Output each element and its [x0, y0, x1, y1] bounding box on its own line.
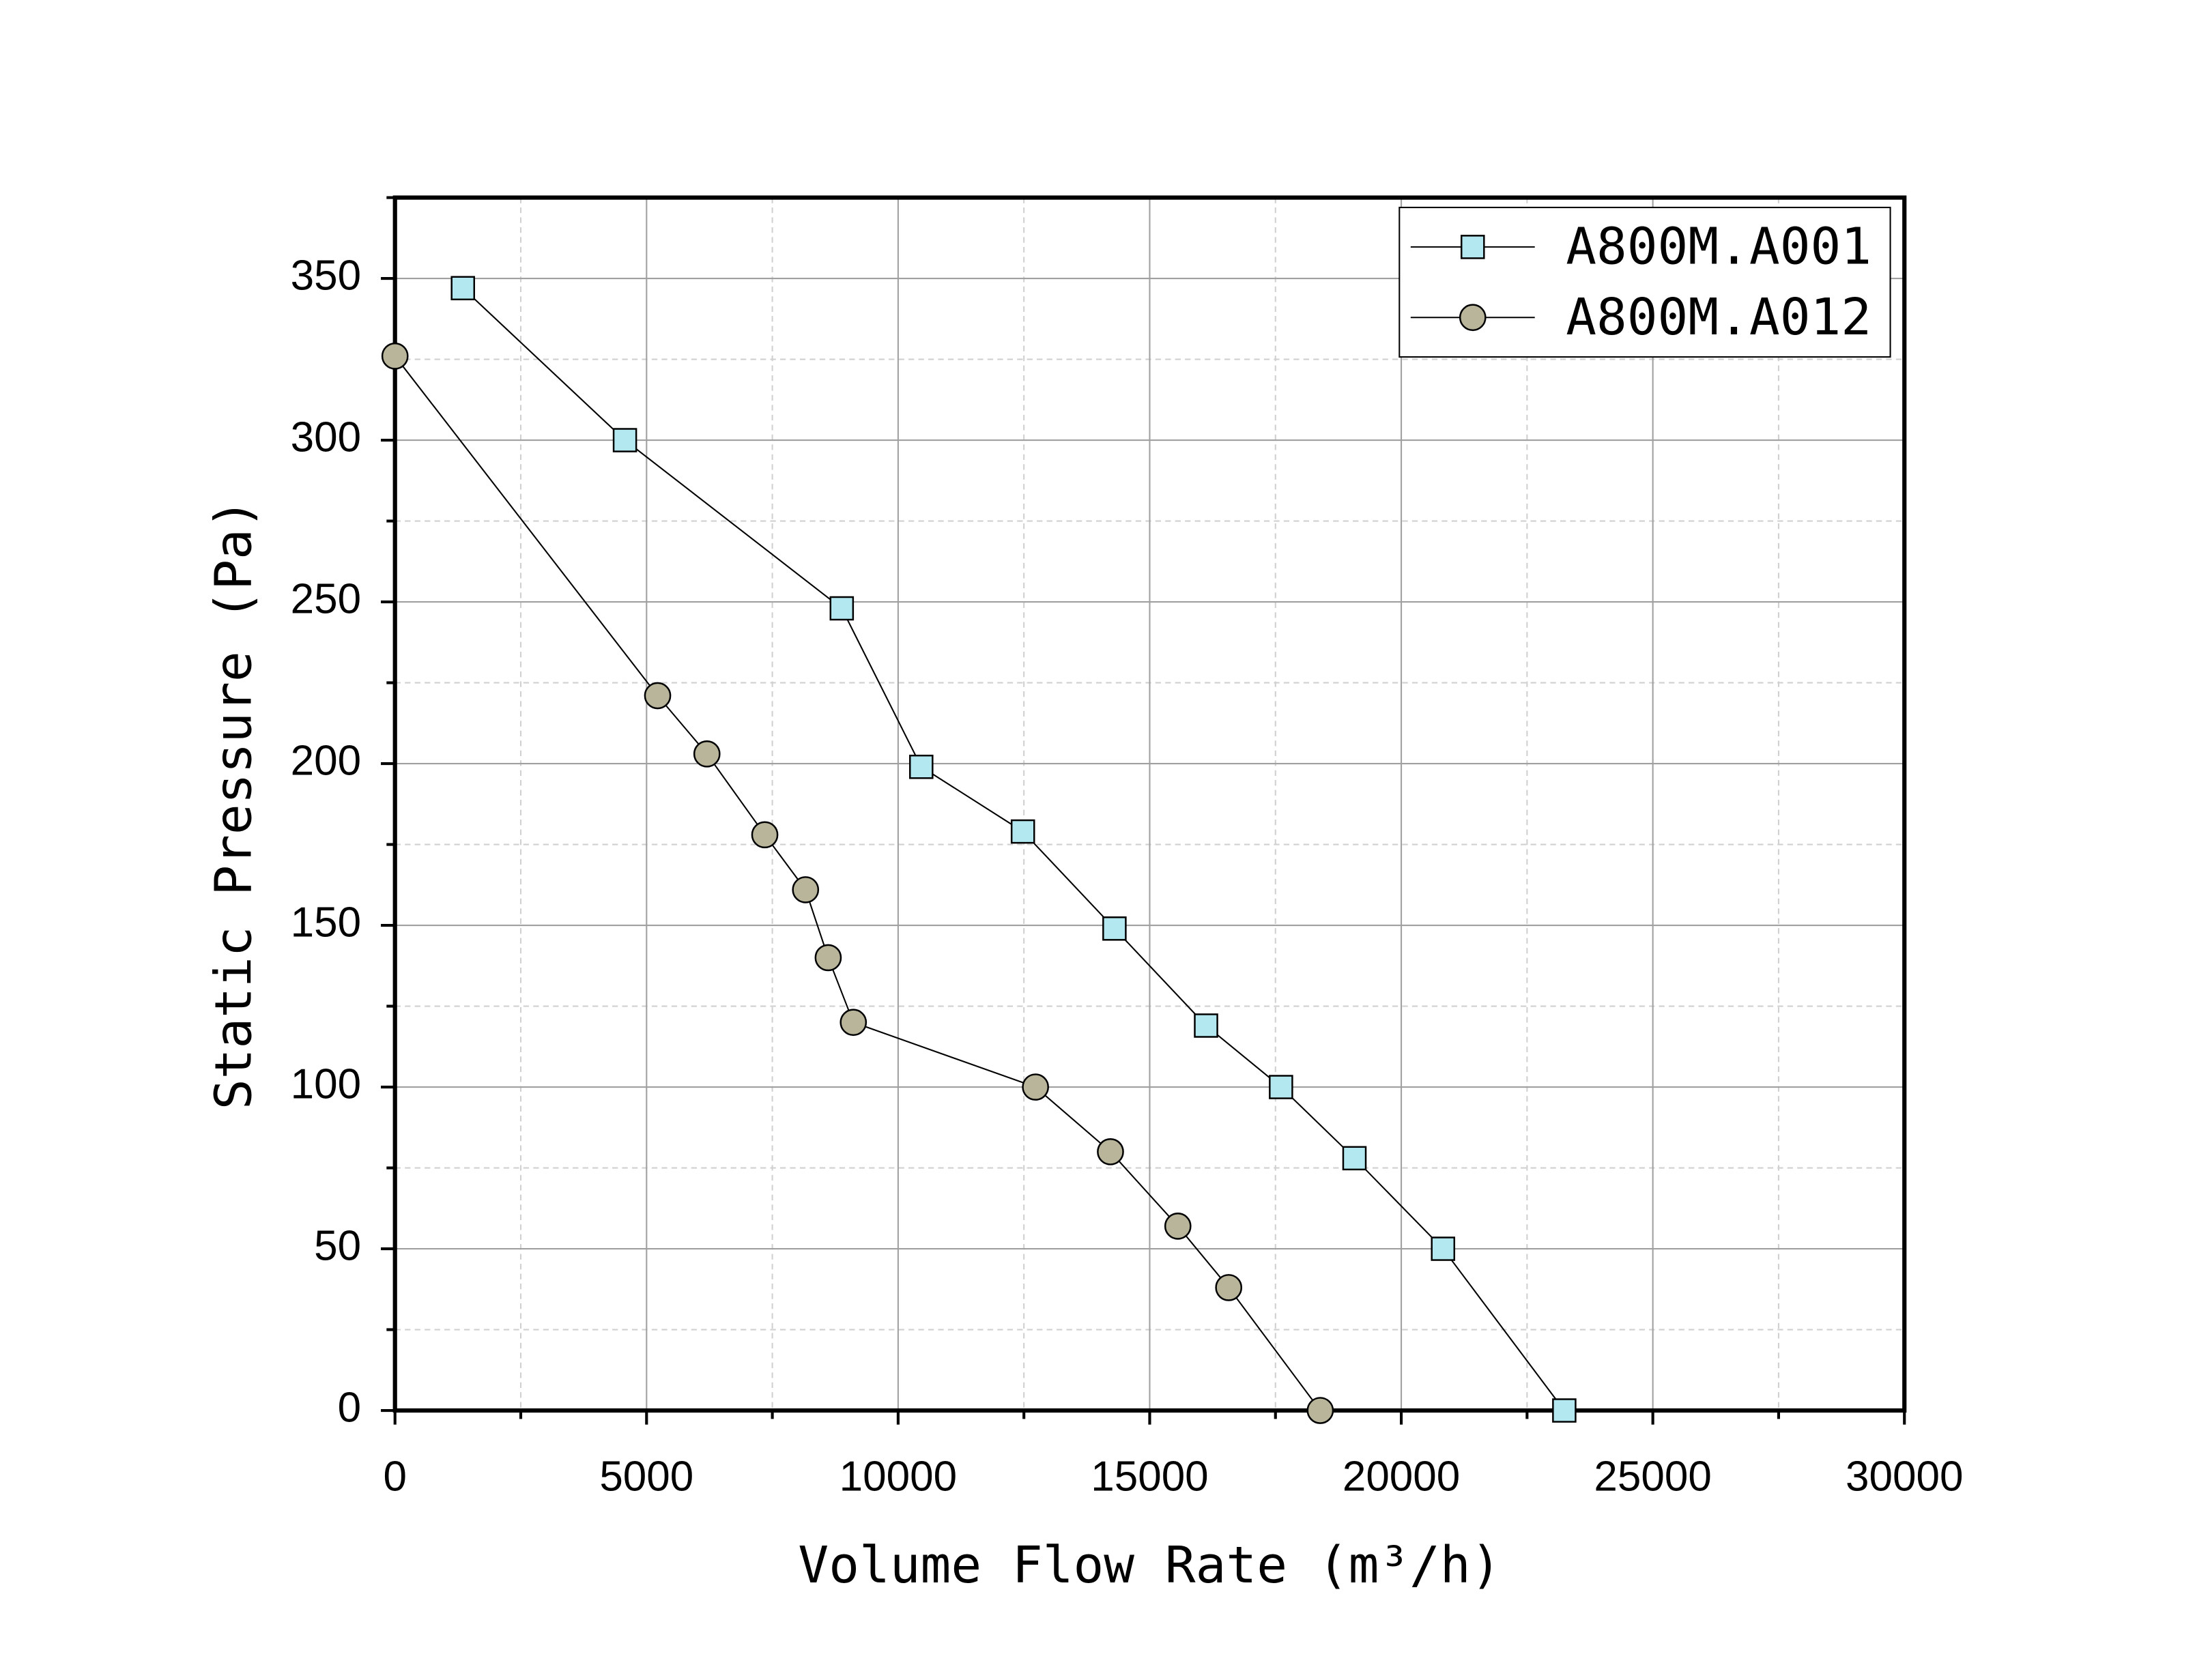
data-point — [1269, 1075, 1293, 1099]
x-axis-title: Volume Flow Rate (m³/h) — [798, 1535, 1501, 1595]
y-tick-label: 300 — [291, 414, 361, 461]
x-tick-label: 20000 — [1343, 1453, 1460, 1501]
data-point — [1306, 1397, 1334, 1424]
data-point — [1552, 1398, 1577, 1423]
series-line — [462, 287, 1565, 1411]
legend-label: A800M.A012 — [1566, 287, 1871, 347]
data-point — [693, 740, 721, 768]
data-point — [612, 428, 637, 452]
x-tick-label: 25000 — [1594, 1453, 1711, 1501]
y-axis-title: Static Pressure (Pa) — [204, 498, 263, 1110]
y-tick-label: 100 — [291, 1060, 361, 1107]
legend-label: A800M.A001 — [1566, 217, 1871, 276]
data-point — [1010, 819, 1035, 844]
legend-marker — [1459, 304, 1487, 332]
series-line — [394, 356, 1321, 1411]
data-point — [450, 276, 476, 301]
data-point — [909, 755, 934, 779]
data-point — [751, 821, 779, 849]
x-tick-label: 5000 — [599, 1453, 693, 1501]
y-tick-label: 50 — [314, 1222, 361, 1269]
data-point — [644, 682, 672, 710]
x-tick-label: 10000 — [840, 1453, 957, 1501]
y-tick-label: 250 — [291, 575, 361, 622]
x-tick-label: 30000 — [1846, 1453, 1963, 1501]
legend-box — [1398, 206, 1891, 358]
data-point — [829, 596, 855, 621]
data-point — [1164, 1213, 1192, 1240]
data-point — [1102, 916, 1127, 941]
x-tick-label: 15000 — [1091, 1453, 1208, 1501]
data-point — [840, 1009, 867, 1037]
data-point — [1431, 1236, 1456, 1261]
data-point — [1342, 1146, 1367, 1171]
legend: A800M.A001 A800M.A012 — [1398, 206, 1891, 358]
legend-marker — [1461, 235, 1485, 259]
data-point — [1215, 1274, 1243, 1301]
data-point — [1194, 1013, 1218, 1038]
data-point — [792, 876, 820, 903]
y-tick-label: 200 — [291, 737, 361, 784]
data-point — [381, 342, 409, 370]
y-tick-label: 150 — [291, 899, 361, 946]
data-point — [1097, 1138, 1124, 1165]
y-tick-label: 350 — [291, 252, 361, 299]
data-point — [814, 944, 842, 972]
y-tick-label: 0 — [338, 1384, 361, 1431]
plot-frame — [392, 195, 1907, 1413]
x-tick-label: 0 — [383, 1453, 406, 1501]
data-point — [1022, 1073, 1049, 1101]
